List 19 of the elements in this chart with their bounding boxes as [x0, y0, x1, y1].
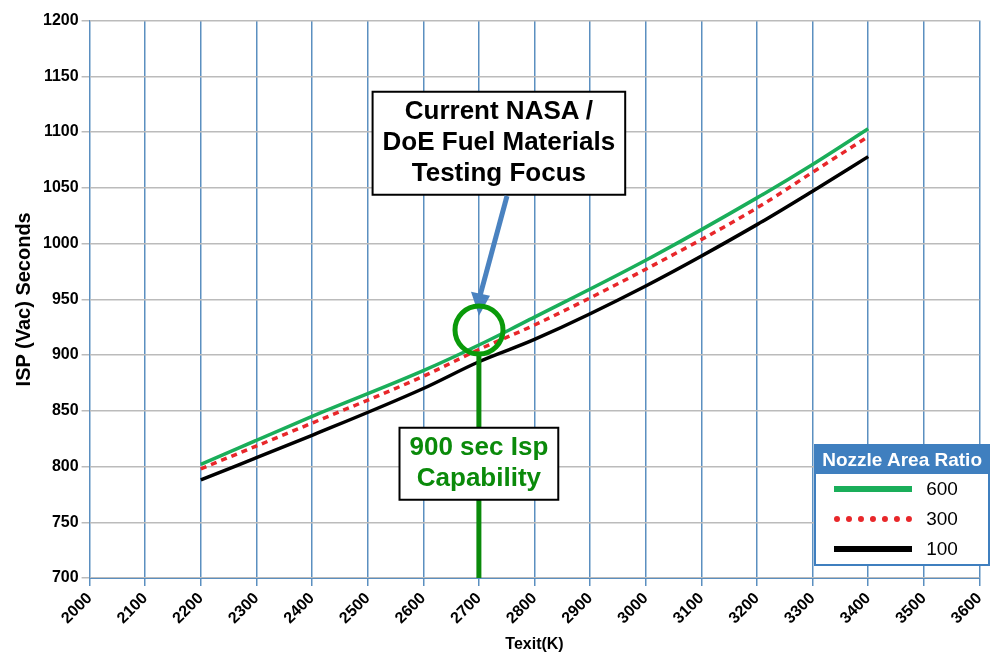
y-tick-label: 1200 [43, 11, 79, 29]
y-tick-label: 900 [51, 345, 79, 363]
y-axis-title: ISP (Vac) Seconds [11, 212, 34, 387]
legend-label: 300 [926, 508, 958, 530]
y-tick-label: 850 [51, 401, 79, 419]
y-tick-label: 800 [51, 456, 79, 474]
y-tick-label: 1100 [43, 122, 79, 140]
y-tick-label: 950 [51, 289, 79, 307]
y-tick-label: 750 [51, 512, 79, 530]
y-tick-label: 700 [51, 568, 79, 586]
ref-line-label: 900 sec Isp Capability [409, 431, 549, 493]
annotation: Current NASA / DoE Fuel Materials Testing Focus [382, 95, 616, 188]
x-axis-title: Texit(K) [505, 634, 564, 652]
legend-label: 600 [926, 478, 958, 500]
legend-label: 100 [926, 538, 958, 560]
y-tick-label: 1150 [43, 66, 79, 84]
legend-title: Nozzle Area Ratio [816, 446, 988, 474]
y-tick-label: 1000 [43, 233, 79, 251]
y-tick-label: 1050 [43, 178, 79, 196]
